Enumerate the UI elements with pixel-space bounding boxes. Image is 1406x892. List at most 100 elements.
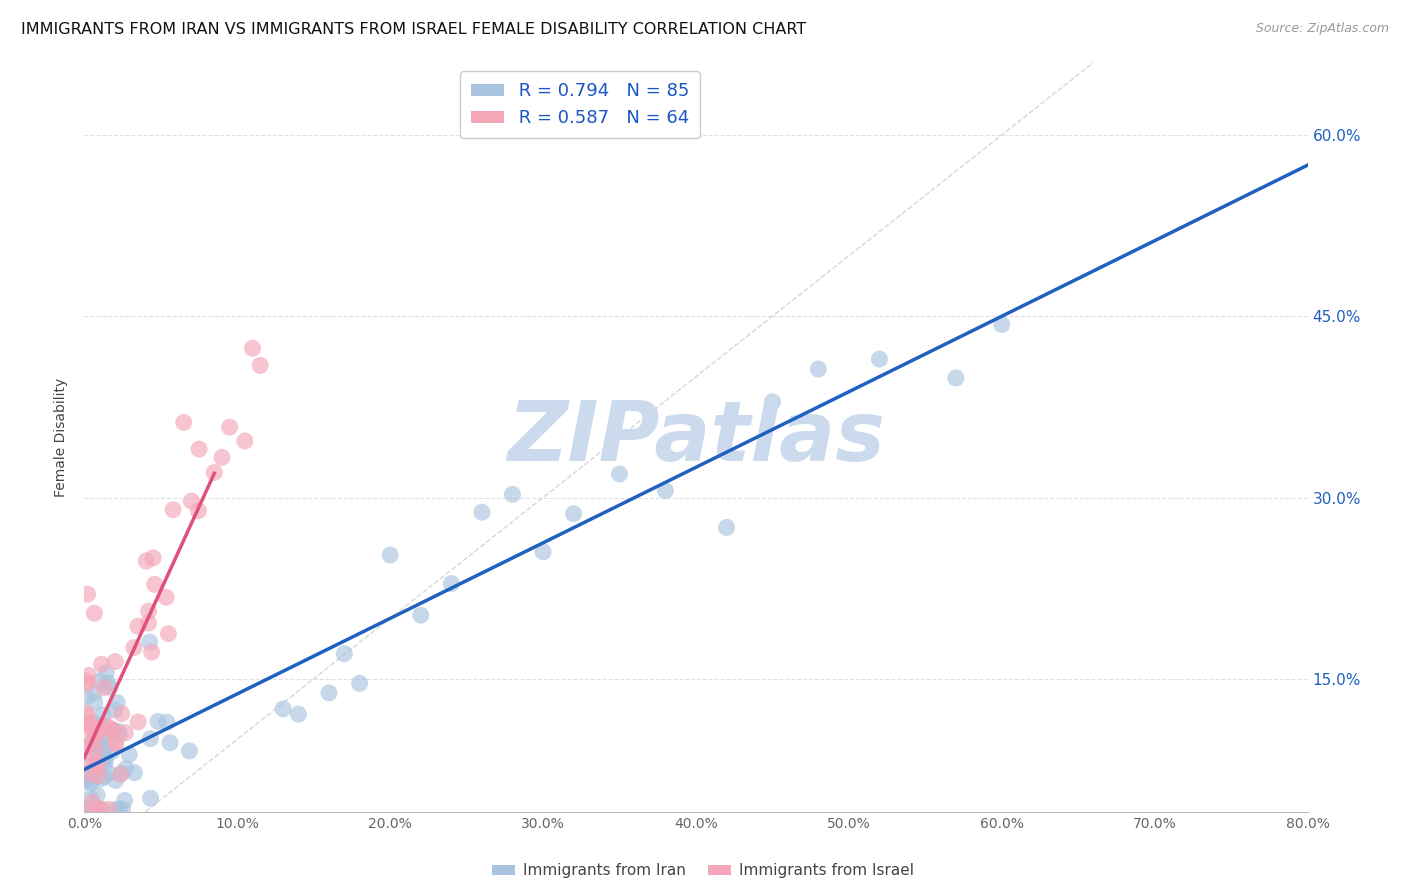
Legend:  R = 0.794   N = 85,  R = 0.587   N = 64: R = 0.794 N = 85, R = 0.587 N = 64 [460, 71, 700, 138]
Point [90, 657, 112, 672]
Text: Source: ZipAtlas.com: Source: ZipAtlas.com [1256, 22, 1389, 36]
Point [75, 802, 97, 816]
Point [531, 545, 554, 559]
Point [79, 790, 101, 805]
Point [91, 707, 114, 722]
Point [94, 770, 117, 784]
Point [90, 772, 112, 786]
Point [75, 774, 97, 789]
Point [502, 487, 524, 501]
Point [89, 753, 111, 767]
Point [138, 635, 160, 649]
Point [82, 772, 104, 786]
Point [333, 647, 356, 661]
Point [138, 604, 160, 618]
Point [233, 434, 256, 448]
Point [87, 802, 110, 816]
Point [89, 745, 111, 759]
Point [202, 466, 225, 480]
Point [103, 723, 125, 738]
Point [349, 676, 371, 690]
Point [114, 725, 136, 739]
Point [104, 802, 127, 816]
Point [609, 467, 631, 481]
Point [75, 802, 97, 816]
Point [409, 608, 432, 623]
Point [155, 591, 177, 605]
Point [87, 739, 110, 753]
Point [80, 736, 103, 750]
Text: IMMIGRANTS FROM IRAN VS IMMIGRANTS FROM ISRAEL FEMALE DISABILITY CORRELATION CHA: IMMIGRANTS FROM IRAN VS IMMIGRANTS FROM … [21, 22, 806, 37]
Point [108, 728, 131, 742]
Point [75, 765, 97, 780]
Point [991, 318, 1014, 332]
Point [86, 727, 108, 741]
Point [173, 416, 195, 430]
Point [242, 341, 264, 355]
Point [77, 676, 100, 690]
Point [945, 371, 967, 385]
Point [76, 802, 98, 816]
Point [807, 362, 830, 376]
Point [188, 442, 211, 456]
Point [104, 773, 127, 788]
Point [180, 494, 202, 508]
Point [87, 802, 110, 816]
Point [75, 739, 97, 754]
Point [87, 768, 110, 782]
Text: ZIPatlas: ZIPatlas [508, 397, 884, 477]
Point [97, 676, 120, 690]
Point [110, 766, 132, 780]
Point [96, 665, 118, 680]
Point [83, 607, 105, 621]
Point [90, 719, 112, 733]
Point [104, 655, 127, 669]
Point [143, 577, 166, 591]
Point [118, 747, 141, 762]
Point [86, 802, 108, 816]
Point [84, 743, 107, 757]
Point [89, 722, 111, 736]
Point [115, 762, 138, 776]
Point [87, 761, 110, 775]
Point [218, 420, 240, 434]
Point [83, 696, 105, 710]
Point [110, 767, 132, 781]
Point [86, 758, 108, 772]
Point [82, 796, 104, 810]
Point [93, 681, 115, 695]
Point [91, 731, 114, 745]
Point [76, 708, 98, 723]
Point [654, 483, 676, 498]
Point [380, 548, 402, 562]
Point [86, 788, 108, 802]
Point [127, 714, 149, 729]
Point [271, 702, 294, 716]
Point [77, 802, 100, 816]
Point [108, 802, 131, 816]
Point [94, 752, 117, 766]
Point [90, 749, 112, 764]
Point [75, 718, 97, 732]
Point [75, 706, 97, 720]
Point [156, 715, 179, 730]
Point [82, 715, 104, 730]
Point [249, 359, 271, 373]
Point [101, 723, 124, 737]
Point [84, 723, 107, 738]
Point [98, 680, 121, 694]
Point [98, 722, 121, 736]
Point [76, 715, 98, 730]
Point [101, 744, 124, 758]
Point [75, 754, 97, 768]
Legend: Immigrants from Iran, Immigrants from Israel: Immigrants from Iran, Immigrants from Is… [486, 857, 920, 884]
Point [104, 703, 127, 717]
Point [211, 450, 233, 465]
Point [98, 766, 121, 780]
Point [82, 733, 104, 747]
Point [80, 802, 103, 816]
Point [80, 723, 103, 737]
Point [159, 736, 181, 750]
Point [76, 587, 98, 601]
Point [104, 735, 127, 749]
